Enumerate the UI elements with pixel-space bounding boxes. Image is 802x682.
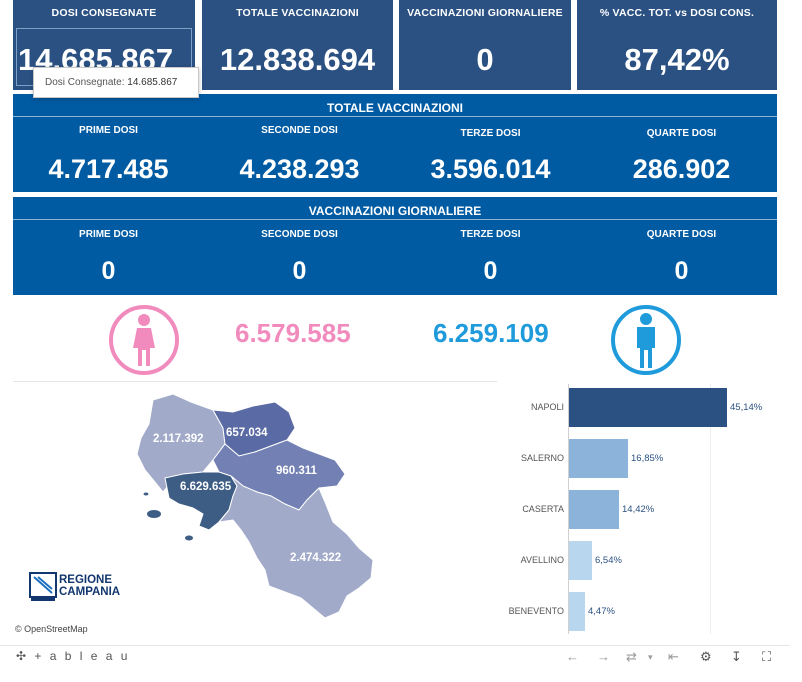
revert-icon[interactable]: ⇄: [626, 649, 637, 664]
cell-quarte-dosi[interactable]: QUARTE DOSI 0: [586, 229, 777, 286]
province-bar-chart: NAPOLI 45,14% SALERNO 16,85% CASERTA 14,42% AV…: [500, 381, 790, 637]
kpi-percentuale[interactable]: % VACC. TOT. vs DOSI CONS. 87,42%: [577, 0, 777, 90]
female-icon: [108, 304, 180, 376]
revert-dropdown-icon[interactable]: ▾: [648, 652, 653, 662]
map-attribution[interactable]: © OpenStreetMap: [15, 624, 88, 634]
undo-icon[interactable]: ←: [566, 649, 579, 664]
tooltip-value: 14.685.867: [127, 77, 178, 88]
bar-category-avellino: AVELLINO: [520, 554, 564, 565]
bar-value-label-benevento: 4,47%: [588, 605, 615, 617]
cell-prime-dosi[interactable]: PRIME DOSI 0: [13, 229, 204, 286]
bar-avellino[interactable]: [569, 541, 592, 580]
cell-label: QUARTE DOSI: [646, 128, 717, 139]
panel-title: TOTALE VACCINAZIONI: [327, 101, 463, 115]
map-region-salerno: [217, 475, 374, 619]
map-label-avellino: 960.311: [276, 465, 317, 477]
bar-category-caserta: CASERTA: [522, 503, 564, 514]
bar-value-label-napoli: 45,14%: [730, 401, 763, 413]
panel-totale-vaccinazioni: TOTALE VACCINAZIONI PRIME DOSI 4.717.485…: [13, 94, 777, 192]
cell-value: 0: [292, 257, 307, 285]
redo-icon[interactable]: →: [597, 649, 610, 664]
cell-label: TERZE DOSI: [460, 128, 521, 139]
bar-caserta[interactable]: [569, 490, 619, 529]
cell-terze-dosi[interactable]: TERZE DOSI 0: [395, 229, 586, 286]
cell-terze-dosi[interactable]: TERZE DOSI 3.596.014: [395, 128, 586, 185]
pause-icon[interactable]: ⇤: [668, 649, 679, 664]
male-vaccinations: 6.259.109: [433, 318, 549, 348]
cell-label: PRIME DOSI: [79, 125, 138, 136]
kpi-value: 12.838.694: [219, 42, 376, 77]
female-vaccinations: 6.579.585: [235, 318, 351, 348]
campania-map[interactable]: 2.117.392 657.034 960.311 6.629.635 2.47…: [13, 381, 497, 637]
cell-quarte-dosi[interactable]: QUARTE DOSI 286.902: [586, 128, 777, 185]
cell-value: 286.902: [632, 154, 731, 184]
bar-value-label-caserta: 14,42%: [622, 503, 655, 515]
tableau-logo[interactable]: ✣ + a b l e a u: [16, 649, 130, 663]
kpi-totale-vaccinazioni[interactable]: TOTALE VACCINAZIONI 12.838.694: [202, 0, 393, 90]
kpi-value: 87,42%: [624, 42, 730, 77]
divider: [13, 219, 777, 220]
map-label-benevento: 657.034: [226, 427, 268, 439]
bar-value-label-avellino: 6,54%: [595, 554, 622, 566]
fullscreen-icon[interactable]: ⛶: [762, 649, 772, 664]
cell-value: 3.596.014: [430, 154, 551, 184]
map-label-caserta: 2.117.392: [153, 433, 204, 445]
tableau-toolbar: ✣ + a b l e a u ← → ⇄ ▾ ⇤ ⚙ ↧ ⛶: [0, 645, 790, 667]
kpi-vaccinazioni-giornaliere[interactable]: VACCINAZIONI GIORNALIERE 0: [399, 0, 571, 90]
cell-value: 0: [483, 257, 498, 285]
bar-axis: [568, 384, 569, 634]
bar-napoli[interactable]: [569, 388, 727, 427]
tooltip-label: Dosi Consegnate:: [45, 77, 125, 88]
bar-salerno[interactable]: [569, 439, 628, 478]
panel-title: VACCINAZIONI GIORNALIERE: [308, 204, 482, 218]
bar-gridline: [710, 384, 711, 634]
kpi-label: DOSI CONSEGNATE: [51, 7, 157, 19]
kpi-value: 0: [476, 42, 494, 77]
map-label-salerno: 2.474.322: [290, 552, 342, 564]
map-label-napoli: 6.629.635: [180, 481, 232, 493]
divider: [13, 116, 777, 117]
cell-seconde-dosi[interactable]: SECONDE DOSI 4.238.293: [204, 125, 395, 185]
kpi-label: TOTALE VACCINAZIONI: [236, 7, 359, 19]
cell-value: 4.238.293: [239, 154, 360, 184]
bar-category-napoli: NAPOLI: [530, 401, 564, 412]
logo-text: REGIONE CAMPANIA: [59, 574, 121, 598]
bar-category-salerno: SALERNO: [520, 452, 564, 463]
download-icon[interactable]: ↧: [731, 649, 742, 664]
cell-value: 0: [674, 257, 689, 285]
cell-value: 4.717.485: [48, 154, 169, 184]
kpi-label: % VACC. TOT. vs DOSI CONS.: [599, 7, 755, 19]
cell-value: 0: [101, 257, 116, 285]
tooltip: Dosi Consegnate: 14.685.867: [33, 67, 199, 98]
male-icon: [610, 304, 682, 376]
tableau-mark-icon: ✣: [16, 649, 29, 663]
cell-label: SECONDE DOSI: [261, 229, 338, 240]
cell-label: TERZE DOSI: [460, 229, 521, 240]
panel-vaccinazioni-giornaliere: VACCINAZIONI GIORNALIERE PRIME DOSI 0 SE…: [13, 197, 777, 295]
share-icon[interactable]: ⚙: [700, 649, 712, 664]
bar-benevento[interactable]: [569, 592, 585, 631]
cell-prime-dosi[interactable]: PRIME DOSI 4.717.485: [13, 125, 204, 185]
bar-value-label-salerno: 16,85%: [631, 452, 664, 464]
regione-campania-logo: REGIONE CAMPANIA: [29, 572, 129, 604]
cell-label: PRIME DOSI: [79, 229, 138, 240]
kpi-label: VACCINAZIONI GIORNALIERE: [407, 7, 563, 19]
cell-seconde-dosi[interactable]: SECONDE DOSI 0: [204, 229, 395, 286]
cell-label: QUARTE DOSI: [646, 229, 717, 240]
cell-label: SECONDE DOSI: [261, 125, 338, 136]
bar-category-benevento: BENEVENTO: [508, 605, 564, 616]
